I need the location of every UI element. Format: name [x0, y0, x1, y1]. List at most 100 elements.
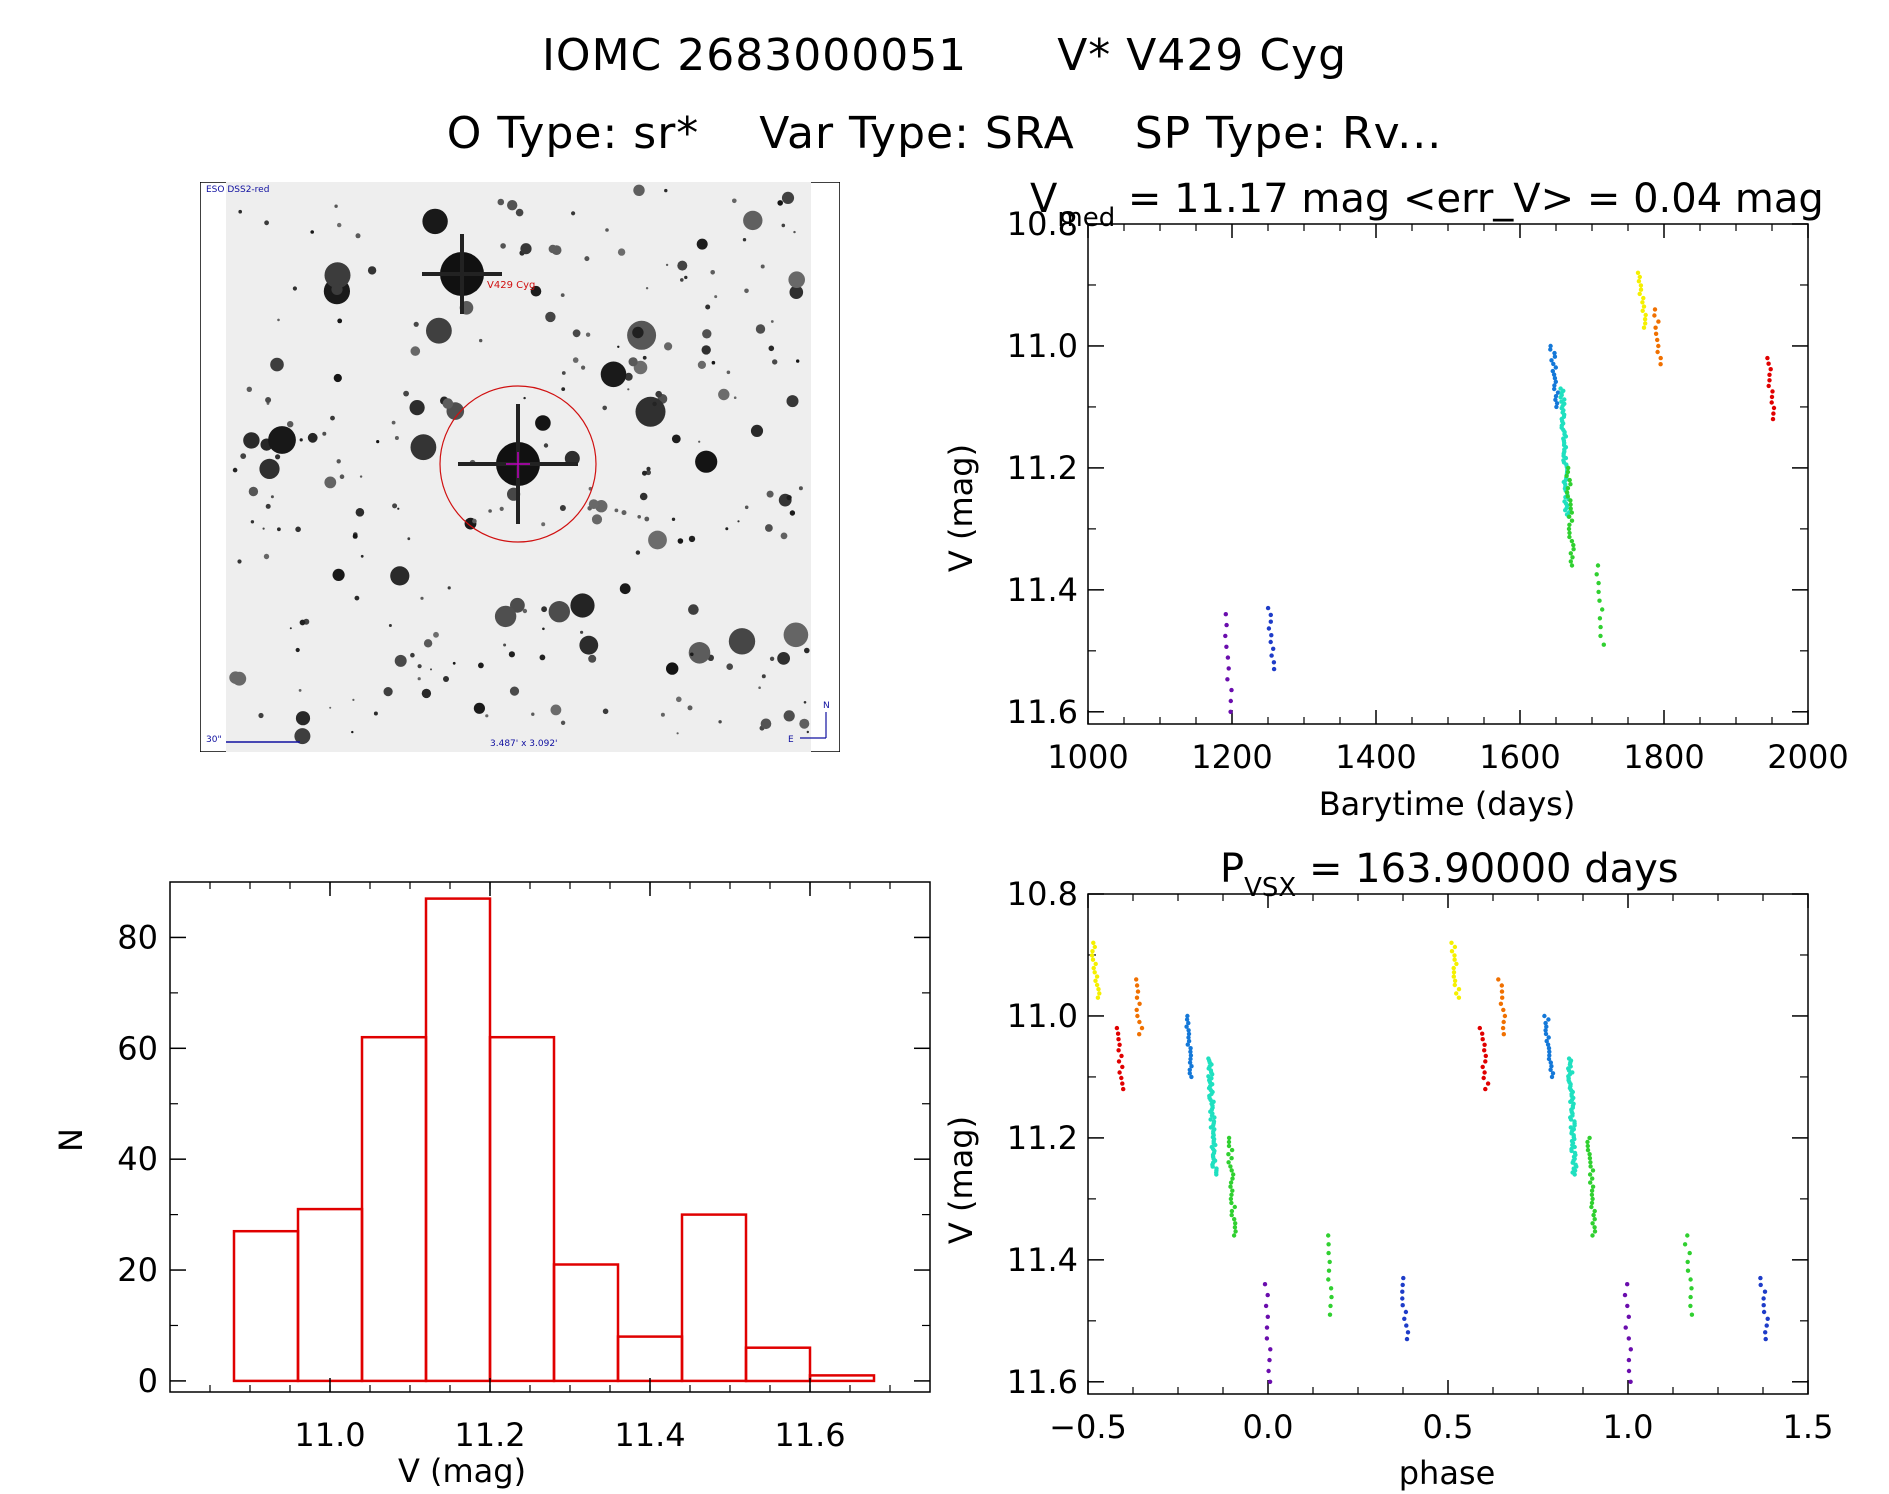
data-point — [1121, 1086, 1126, 1092]
data-point — [1186, 1020, 1191, 1026]
data-point — [1640, 308, 1645, 313]
data-point — [1553, 394, 1559, 399]
lc-title-sub: med — [1057, 203, 1115, 233]
data-point — [1482, 1042, 1487, 1047]
data-point — [1404, 1323, 1409, 1328]
star — [728, 628, 756, 655]
star — [352, 533, 358, 539]
star — [417, 664, 422, 669]
data-point — [1682, 1242, 1688, 1247]
star — [248, 486, 259, 497]
data-point — [1769, 400, 1774, 405]
data-point — [1548, 1060, 1553, 1065]
data-point — [1543, 1020, 1548, 1026]
data-point — [1231, 1172, 1236, 1177]
star — [765, 524, 773, 532]
star — [243, 432, 260, 449]
histogram-bar — [488, 1035, 556, 1383]
data-point — [1567, 514, 1572, 519]
compass-east: E — [788, 735, 794, 745]
data-point — [1590, 1168, 1596, 1173]
data-point — [1456, 987, 1462, 992]
star — [324, 476, 337, 489]
data-point — [1188, 1056, 1193, 1062]
star — [760, 718, 772, 730]
data-point — [1454, 991, 1459, 996]
data-point — [1568, 482, 1573, 487]
data-point — [1642, 317, 1648, 322]
star — [426, 317, 452, 344]
data-point — [1552, 376, 1558, 381]
star — [665, 263, 669, 267]
data-point — [1477, 1025, 1482, 1031]
data-point — [1226, 666, 1231, 671]
data-point — [1688, 1294, 1693, 1300]
data-point — [1548, 347, 1553, 352]
data-point — [1552, 386, 1557, 392]
histogram-bar — [424, 897, 492, 1383]
data-point — [1093, 961, 1098, 967]
star — [541, 606, 547, 613]
star — [580, 630, 584, 634]
data-point — [1766, 361, 1771, 366]
star — [541, 522, 546, 527]
data-point — [1589, 1188, 1595, 1193]
data-point — [1135, 989, 1141, 994]
data-point — [1572, 1172, 1577, 1177]
data-point — [1688, 1277, 1693, 1282]
star — [494, 605, 517, 628]
data-point — [1266, 1368, 1271, 1374]
star — [635, 396, 666, 427]
data-point — [1571, 547, 1576, 552]
data-point — [1114, 1025, 1120, 1031]
star — [473, 702, 485, 714]
star — [390, 566, 410, 586]
y-tick-label: 0 — [138, 1362, 158, 1400]
data-point — [1687, 1250, 1692, 1256]
star — [287, 421, 294, 428]
star — [367, 266, 377, 275]
data-point — [1653, 331, 1659, 336]
data-point — [1271, 666, 1277, 672]
hist-ylabel: N — [52, 1128, 90, 1152]
data-point — [1658, 362, 1663, 367]
star — [688, 535, 696, 543]
data-point — [1187, 1060, 1193, 1065]
data-point — [1229, 1147, 1235, 1153]
star — [330, 415, 335, 421]
data-point — [1091, 965, 1096, 971]
star — [560, 720, 566, 725]
star — [289, 627, 292, 630]
data-point — [1228, 1184, 1233, 1189]
star — [783, 710, 795, 722]
y-tick-label: 10.8 — [1007, 875, 1078, 913]
star — [337, 222, 342, 228]
data-point — [1402, 1316, 1407, 1321]
data-point — [1572, 1123, 1577, 1128]
data-point — [1643, 321, 1648, 326]
star — [277, 318, 280, 322]
data-point — [1213, 1142, 1218, 1148]
star — [237, 559, 242, 564]
star — [472, 518, 477, 524]
star — [570, 593, 595, 618]
data-point — [1403, 1309, 1409, 1315]
star — [268, 426, 296, 454]
star — [627, 388, 630, 391]
x-tick-label: 1000 — [1047, 738, 1128, 776]
star — [676, 732, 679, 735]
star — [642, 470, 647, 476]
star — [299, 438, 303, 442]
star — [726, 663, 733, 670]
star — [561, 387, 566, 391]
data-point — [1652, 313, 1657, 318]
chart-title-line2: O Type: sr* Var Type: SRA SP Type: Rv... — [0, 108, 1889, 159]
y-tick-label: 11.6 — [1007, 1363, 1078, 1401]
data-point — [1568, 1117, 1574, 1122]
star — [697, 360, 706, 369]
y-tick-label: 11.0 — [1007, 997, 1078, 1035]
data-point — [1405, 1330, 1411, 1335]
star — [671, 434, 681, 444]
data-point — [1569, 510, 1574, 515]
data-point — [1265, 605, 1271, 611]
